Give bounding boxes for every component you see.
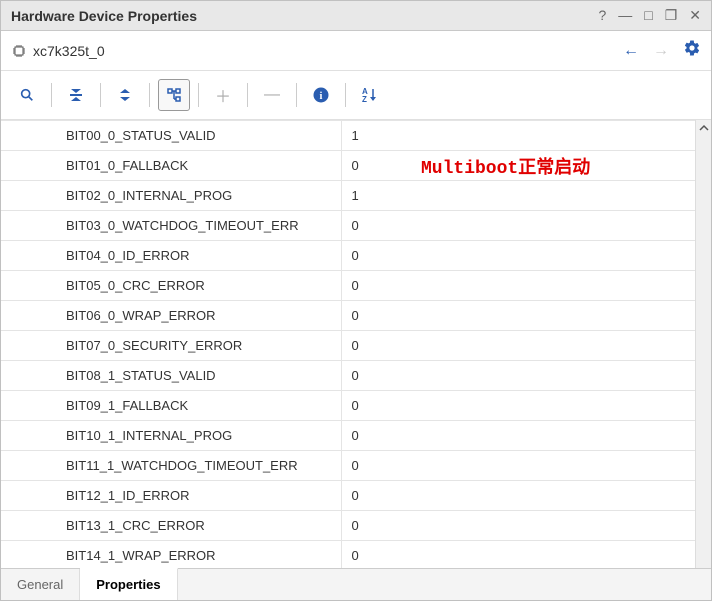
table-row[interactable]: BIT08_1_STATUS_VALID0 xyxy=(1,361,695,391)
minimize-icon[interactable]: — xyxy=(618,7,632,24)
table-row[interactable]: BIT06_0_WRAP_ERROR0 xyxy=(1,301,695,331)
property-name: BIT02_0_INTERNAL_PROG xyxy=(1,181,341,211)
nav-controls: ← → xyxy=(623,39,701,62)
property-value: 0 xyxy=(341,361,695,391)
window-title: Hardware Device Properties xyxy=(11,8,197,24)
property-name: BIT01_0_FALLBACK xyxy=(1,151,341,181)
properties-window: Hardware Device Properties ? — □ ❐ ✕ xc7… xyxy=(0,0,712,601)
property-value: 0 xyxy=(341,241,695,271)
tab-properties[interactable]: Properties xyxy=(80,568,177,600)
toolbar-separator xyxy=(198,83,199,107)
table-row[interactable]: BIT13_1_CRC_ERROR0 xyxy=(1,511,695,541)
add-icon[interactable]: ＋ xyxy=(207,79,239,111)
tree-view-icon[interactable] xyxy=(158,79,190,111)
chip-icon xyxy=(11,43,27,59)
content-area: BIT00_0_STATUS_VALID1BIT01_0_FALLBACK0BI… xyxy=(1,120,711,568)
table-row[interactable]: BIT05_0_CRC_ERROR0 xyxy=(1,271,695,301)
nav-back-icon[interactable]: ← xyxy=(623,42,639,60)
toolbar-separator xyxy=(100,83,101,107)
device-row: xc7k325t_0 ← → xyxy=(1,31,711,71)
property-value: 0 xyxy=(341,151,695,181)
property-name: BIT00_0_STATUS_VALID xyxy=(1,121,341,151)
search-icon[interactable] xyxy=(11,79,43,111)
property-name: BIT09_1_FALLBACK xyxy=(1,391,341,421)
table-row[interactable]: BIT12_1_ID_ERROR0 xyxy=(1,481,695,511)
property-value: 0 xyxy=(341,511,695,541)
property-value: 1 xyxy=(341,181,695,211)
property-name: BIT05_0_CRC_ERROR xyxy=(1,271,341,301)
toolbar-separator xyxy=(345,83,346,107)
property-name: BIT11_1_WATCHDOG_TIMEOUT_ERR xyxy=(1,451,341,481)
toolbar-separator xyxy=(296,83,297,107)
bottom-tabs: General Properties xyxy=(1,568,711,600)
property-name: BIT06_0_WRAP_ERROR xyxy=(1,301,341,331)
svg-text:i: i xyxy=(320,91,323,102)
toolbar-separator xyxy=(149,83,150,107)
property-value: 0 xyxy=(341,481,695,511)
table-row[interactable]: BIT07_0_SECURITY_ERROR0 xyxy=(1,331,695,361)
property-value: 0 xyxy=(341,451,695,481)
property-name: BIT03_0_WATCHDOG_TIMEOUT_ERR xyxy=(1,211,341,241)
table-row[interactable]: BIT09_1_FALLBACK0 xyxy=(1,391,695,421)
svg-text:Z: Z xyxy=(362,95,367,103)
maximize-icon[interactable]: □ xyxy=(644,7,652,24)
property-value: 0 xyxy=(341,211,695,241)
table-row[interactable]: BIT04_0_ID_ERROR0 xyxy=(1,241,695,271)
property-name: BIT13_1_CRC_ERROR xyxy=(1,511,341,541)
tab-general[interactable]: General xyxy=(1,569,80,600)
table-wrap: BIT00_0_STATUS_VALID1BIT01_0_FALLBACK0BI… xyxy=(1,120,695,568)
toolbar: ＋ — i AZ xyxy=(1,71,711,120)
sort-icon[interactable]: AZ xyxy=(354,79,386,111)
property-value: 0 xyxy=(341,301,695,331)
settings-gear-icon[interactable] xyxy=(683,39,701,62)
scroll-up-icon[interactable] xyxy=(696,120,711,136)
property-name: BIT04_0_ID_ERROR xyxy=(1,241,341,271)
table-row[interactable]: BIT14_1_WRAP_ERROR0 xyxy=(1,541,695,569)
property-value: 0 xyxy=(341,331,695,361)
vertical-scrollbar[interactable] xyxy=(695,120,711,568)
property-name: BIT10_1_INTERNAL_PROG xyxy=(1,421,341,451)
device-left: xc7k325t_0 xyxy=(11,43,105,59)
table-row[interactable]: BIT02_0_INTERNAL_PROG1 xyxy=(1,181,695,211)
toolbar-separator xyxy=(51,83,52,107)
help-icon[interactable]: ? xyxy=(598,7,606,24)
property-value: 0 xyxy=(341,271,695,301)
property-name: BIT12_1_ID_ERROR xyxy=(1,481,341,511)
toolbar-separator xyxy=(247,83,248,107)
close-icon[interactable]: ✕ xyxy=(689,7,701,24)
collapse-all-icon[interactable] xyxy=(60,79,92,111)
properties-table: BIT00_0_STATUS_VALID1BIT01_0_FALLBACK0BI… xyxy=(1,120,695,568)
property-name: BIT14_1_WRAP_ERROR xyxy=(1,541,341,569)
property-value: 0 xyxy=(341,421,695,451)
property-value: 0 xyxy=(341,541,695,569)
table-row[interactable]: BIT01_0_FALLBACK0 xyxy=(1,151,695,181)
property-value: 1 xyxy=(341,121,695,151)
remove-icon[interactable]: — xyxy=(256,79,288,111)
expand-all-icon[interactable] xyxy=(109,79,141,111)
table-row[interactable]: BIT00_0_STATUS_VALID1 xyxy=(1,121,695,151)
table-row[interactable]: BIT11_1_WATCHDOG_TIMEOUT_ERR0 xyxy=(1,451,695,481)
property-name: BIT08_1_STATUS_VALID xyxy=(1,361,341,391)
title-controls: ? — □ ❐ ✕ xyxy=(598,7,701,24)
table-row[interactable]: BIT03_0_WATCHDOG_TIMEOUT_ERR0 xyxy=(1,211,695,241)
property-value: 0 xyxy=(341,391,695,421)
property-name: BIT07_0_SECURITY_ERROR xyxy=(1,331,341,361)
restore-icon[interactable]: ❐ xyxy=(665,7,678,24)
device-name: xc7k325t_0 xyxy=(33,43,105,59)
info-icon[interactable]: i xyxy=(305,79,337,111)
table-row[interactable]: BIT10_1_INTERNAL_PROG0 xyxy=(1,421,695,451)
nav-forward-icon[interactable]: → xyxy=(653,42,669,60)
titlebar: Hardware Device Properties ? — □ ❐ ✕ xyxy=(1,1,711,31)
